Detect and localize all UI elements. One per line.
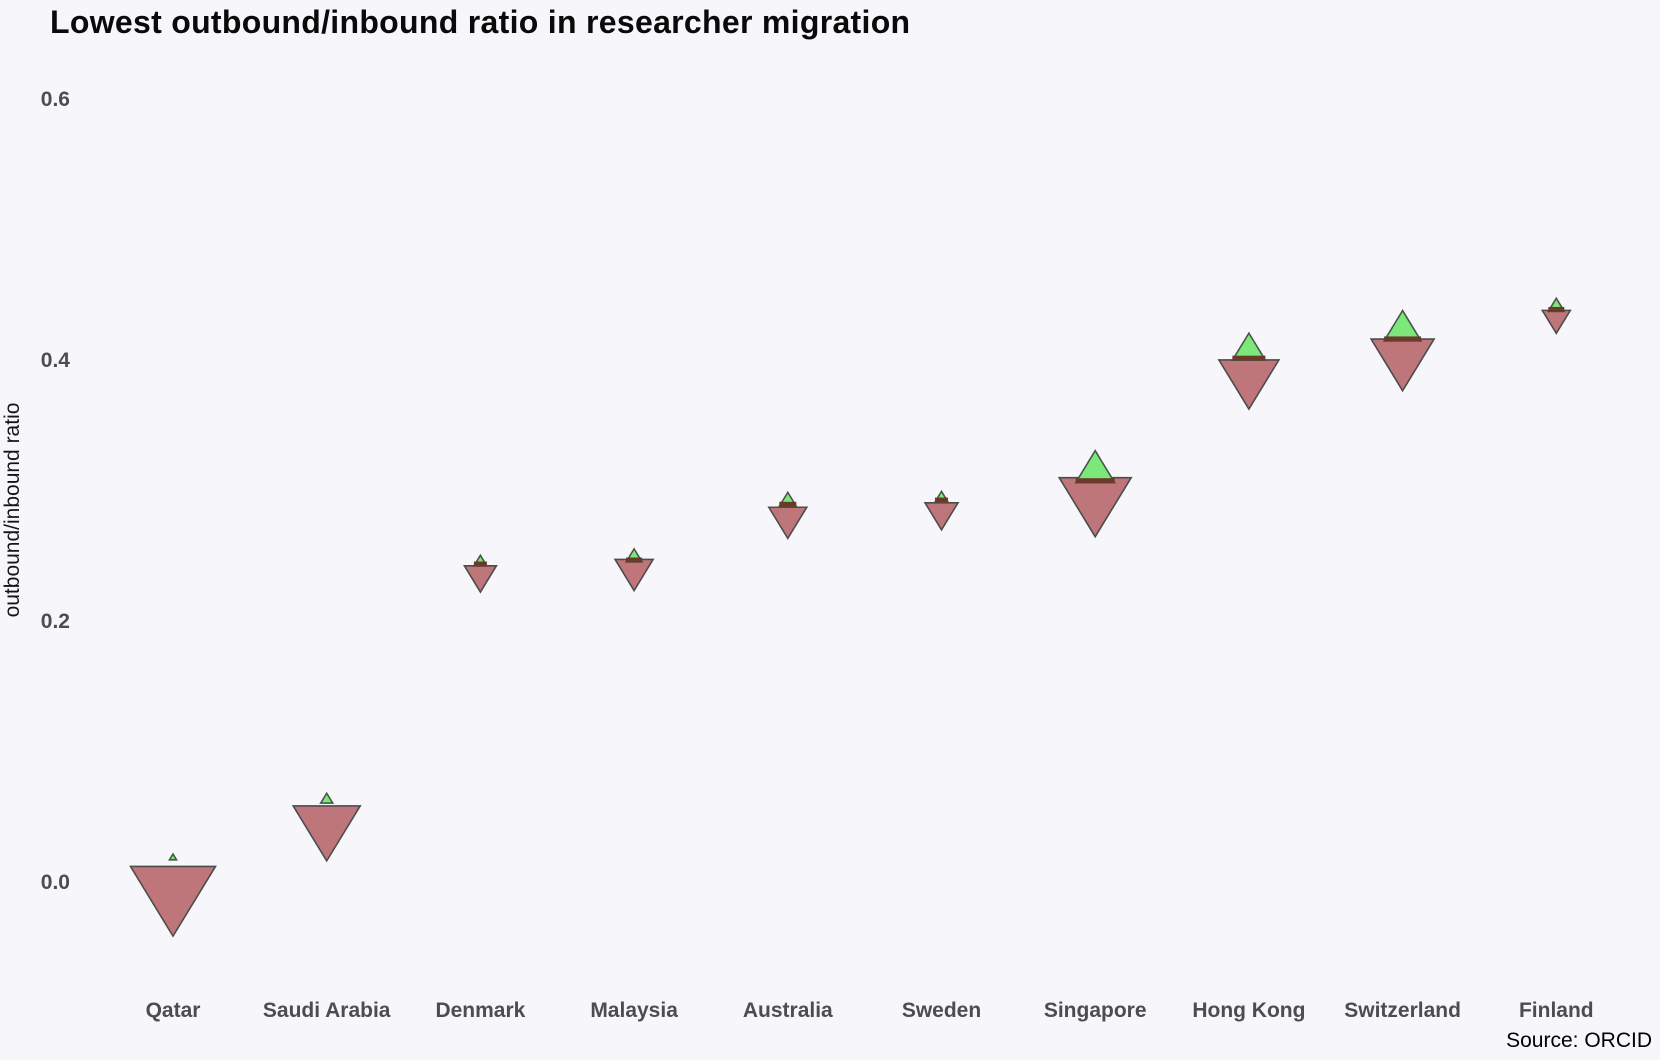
marker-triangle-down bbox=[1057, 476, 1133, 539]
marker-triangle-down bbox=[767, 506, 809, 540]
x-axis-category-label: Denmark bbox=[435, 999, 526, 1022]
marker-overlap-band bbox=[1548, 306, 1565, 312]
x-axis-category-label: Australia bbox=[742, 999, 833, 1022]
x-axis-category-label: Malaysia bbox=[590, 999, 678, 1022]
marker-overlap-band bbox=[1075, 478, 1115, 484]
marker-triangle-down bbox=[1540, 309, 1572, 335]
y-tick-label: 0.6 bbox=[40, 88, 70, 111]
x-axis-category-label: Switzerland bbox=[1344, 999, 1461, 1022]
page-title: Lowest outbound/inbound ratio in researc… bbox=[50, 4, 911, 40]
x-axis-category-label: Hong Kong bbox=[1192, 999, 1306, 1022]
marker-triangle-down bbox=[923, 501, 960, 532]
marker-triangle-down bbox=[129, 865, 217, 938]
y-tick-label: 0.4 bbox=[40, 349, 70, 372]
x-axis-category-label: Saudi Arabia bbox=[262, 999, 391, 1022]
marker-overlap-band bbox=[626, 557, 643, 563]
marker-triangle-down bbox=[462, 565, 498, 594]
marker-triangle-up bbox=[1382, 309, 1423, 342]
y-tick-label: 0.2 bbox=[40, 610, 70, 633]
marker-overlap-band bbox=[1384, 336, 1422, 342]
marker-triangle-down bbox=[291, 805, 362, 863]
marker-overlap-band bbox=[779, 501, 797, 507]
marker-triangle-up bbox=[319, 791, 335, 804]
y-tick-label: 0.0 bbox=[40, 871, 70, 894]
marker-triangle-down bbox=[613, 558, 655, 593]
marker-overlap-band bbox=[473, 561, 487, 567]
marker-overlap-band bbox=[1232, 355, 1266, 361]
x-axis-category-label: Singapore bbox=[1043, 999, 1147, 1022]
marker-triangle-up bbox=[168, 852, 178, 861]
x-axis-category-label: Finland bbox=[1518, 999, 1594, 1022]
marker-triangle-down bbox=[1217, 359, 1281, 411]
source-note: Source: ORCID bbox=[1506, 1029, 1652, 1052]
x-axis-category-label: Sweden bbox=[901, 999, 982, 1022]
marker-triangle-up bbox=[1074, 449, 1117, 484]
marker-triangle-down bbox=[1369, 338, 1436, 393]
x-axis-category-label: Qatar bbox=[145, 999, 201, 1022]
marker-overlap-band bbox=[935, 497, 948, 503]
